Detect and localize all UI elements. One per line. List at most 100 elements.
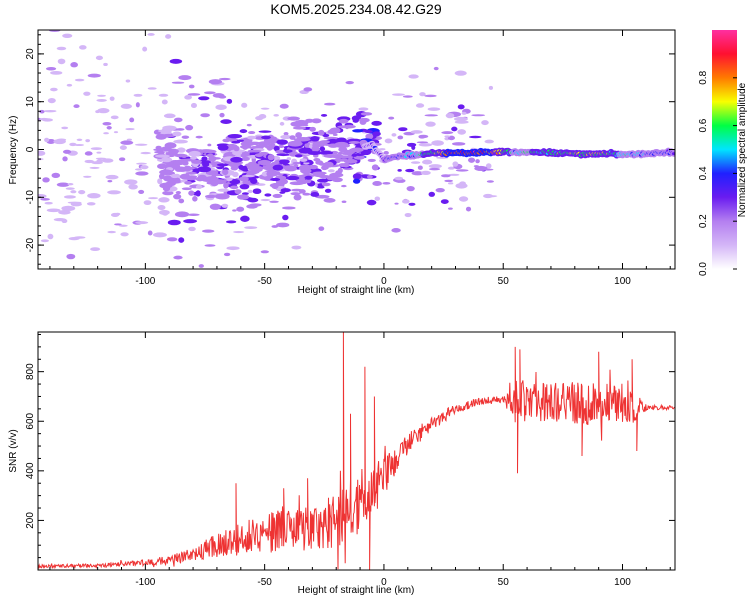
spectrogram-cell [129,117,135,123]
spectrogram-cell [257,159,272,166]
spectrogram-cell [226,177,233,182]
spectrogram-cell [135,102,140,108]
spectrogram-cell [318,150,334,155]
spectrogram-cell [158,197,170,203]
spectrogram-cell [61,218,68,224]
spectrogram-cell [282,206,296,210]
spectrogram-cell [299,158,308,162]
spectrogram-cell [290,192,301,196]
spectrogram-cell [95,157,107,160]
spectrogram-cell [280,134,292,140]
spectrogram-cell [454,70,467,76]
colorbar-tick-label: 0.0 [698,262,709,276]
spectrogram-cell [73,104,80,109]
spectrogram-cell [338,155,354,159]
spectrogram-cell [282,214,289,221]
spectrogram-cell [165,34,172,39]
spectrogram-cell [197,174,207,180]
spectrogram-cell [329,127,341,134]
spectrogram-cell [232,150,243,156]
spectrogram-cell [86,202,96,206]
spectrogram-cell [208,155,217,162]
spectrogram-cell [135,221,149,225]
spectrogram-cell [163,113,176,119]
snr-xtick-label: -100 [135,577,155,588]
spectrogram-cell [160,157,173,163]
spectrogram-cell [233,230,245,234]
spectrogram-cell [455,183,468,189]
spectrogram-cell [254,153,264,158]
spectrogram-cell [318,226,325,231]
spectrogram-cell [211,179,227,185]
spectrogram-cell [106,126,112,130]
spectrogram-cell [269,136,278,142]
spectrogram-cell [247,149,255,153]
colorbar-axis: 0.0 0.2 0.4 0.6 0.8 [698,70,737,276]
spectrogram-cell [337,167,343,174]
spectrogram-cell [173,193,182,200]
spectrogram-cell [113,131,119,134]
spectrogram-cell [162,130,171,134]
spectrogram-cell [114,223,122,226]
colorbar-tick-label: 0.4 [698,166,709,180]
spectrogram-cell [103,62,108,66]
spectrogram-cell [267,154,275,161]
spectrogram-cell [485,163,492,169]
spectrogram-cell [276,139,288,145]
spectrogram-cell [83,91,91,96]
spectrogram-cell [428,164,442,169]
spectrogram-cell [484,139,494,144]
spectrogram-cell [467,157,476,163]
spectrogram-cell [181,154,187,158]
spectrogram-cell [264,193,272,197]
spectrogram-cell [244,226,258,229]
spectrogram-cell [419,92,426,97]
spectrogram-cell [280,188,291,193]
spectrogram-cell [110,212,120,218]
spectrogram-cell [178,237,185,243]
snr-xtick-label: -50 [257,577,272,588]
spectrogram-cell [440,199,449,205]
spectrogram-ytick-label: 0 [25,146,36,152]
spectrogram-cell [341,184,347,188]
spectrogram-cell [319,146,326,152]
spectrogram-xlabel: Height of straight line (km) [298,285,415,296]
spectrogram-xtick-label: 50 [498,276,510,287]
spectrogram-cell [203,91,216,95]
spectrogram-cell [188,150,201,157]
spectrogram-cell [276,153,291,157]
spectrogram-cell [47,97,56,104]
spectrogram-cell [87,193,101,199]
spectrogram-cell [221,203,229,208]
spectrogram-cell [161,99,168,105]
snr-ytick-label: 800 [25,363,36,380]
spectrogram-cell [482,168,494,171]
spectrogram-cell [195,190,201,197]
spectrogram-cell [173,255,183,260]
colorbar [712,30,737,269]
spectrogram-cell [230,156,243,163]
spectrogram-cell [118,157,126,162]
spectrogram-cell [248,131,256,135]
spectrogram-cell [452,161,459,167]
spectrogram-cell [322,133,330,138]
spectrogram-cell [394,176,404,181]
spectrogram-cell [62,33,73,38]
spectrogram-cell [109,96,115,101]
spectrogram-cell [402,95,413,98]
spectrogram-cell [70,62,78,68]
spectrogram-cell [202,229,215,233]
spectrogram-cell [272,193,283,198]
spectrogram-cell [236,139,244,142]
spectrogram-cell [433,66,439,71]
spectrogram-cell [51,172,61,179]
spectrogram-cell [198,96,210,101]
spectrogram-cell [239,176,249,182]
spectrogram-cell [184,95,192,100]
spectrogram-cell [276,150,285,154]
spectrogram-cell [202,162,210,168]
spectrogram-cell [416,141,429,144]
spectrogram-cell [39,117,49,121]
spectrogram-cell [103,132,110,135]
spectrogram-cell [46,208,61,213]
